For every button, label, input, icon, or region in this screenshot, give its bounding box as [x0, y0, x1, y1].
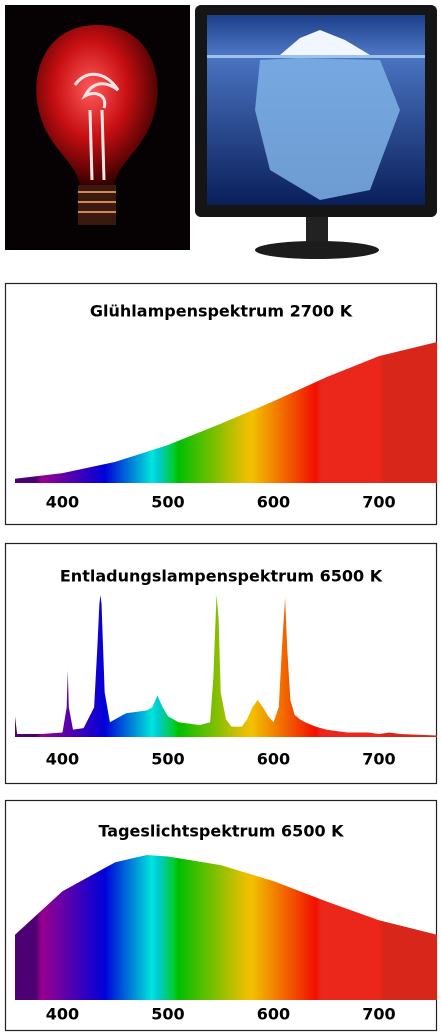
x-tick-label: 600: [257, 1005, 290, 1024]
x-tick-label: 500: [151, 1005, 184, 1024]
monitor-photo: [195, 5, 437, 259]
x-tick-label: 600: [257, 750, 290, 769]
x-tick-label: 500: [151, 493, 184, 512]
x-tick-label: 700: [362, 493, 395, 512]
chart-title: Glühlampenspektrum 2700 K: [90, 302, 353, 321]
x-tick-label: 400: [46, 493, 79, 512]
bulb-photo: [5, 5, 190, 250]
x-tick-label: 400: [46, 750, 79, 769]
x-tick-label: 500: [151, 750, 184, 769]
x-tick-label: 600: [257, 493, 290, 512]
chart-title: Tageslichtspektrum 6500 K: [98, 822, 344, 841]
x-tick-label: 700: [362, 1005, 395, 1024]
x-tick-label: 700: [362, 750, 395, 769]
figure: Glühlampenspektrum 2700 K 400 500 600 700 Ent…: [0, 0, 441, 1034]
x-tick-label: 400: [46, 1005, 79, 1024]
chart-title: Entladungslampenspektrum 6500 K: [60, 567, 383, 586]
